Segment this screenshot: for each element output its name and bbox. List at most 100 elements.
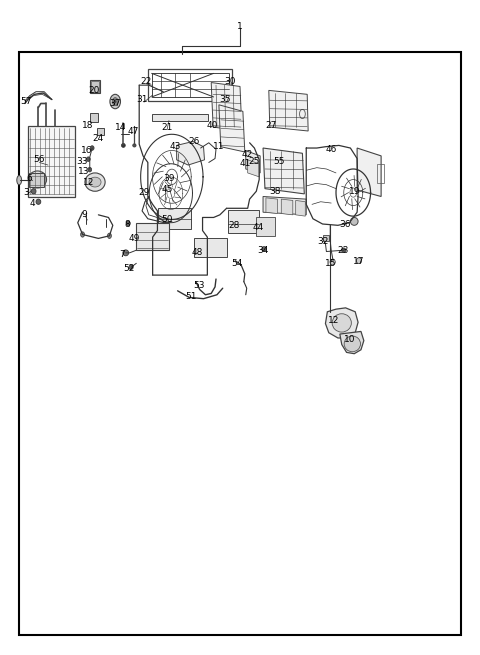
Text: 56: 56 [34, 155, 45, 164]
Ellipse shape [88, 167, 92, 172]
Bar [152, 114, 208, 121]
Text: 1: 1 [237, 22, 243, 31]
Text: 4: 4 [30, 198, 36, 208]
Text: 31: 31 [136, 95, 147, 104]
Bar [152, 73, 229, 97]
Text: 12: 12 [328, 316, 339, 326]
Bar [323, 235, 329, 241]
Ellipse shape [350, 217, 358, 225]
Polygon shape [177, 141, 204, 165]
Bar [194, 238, 227, 257]
Text: 52: 52 [123, 264, 134, 273]
Polygon shape [357, 148, 381, 196]
Text: 37: 37 [109, 99, 121, 108]
Text: 33: 33 [76, 157, 87, 166]
Ellipse shape [344, 336, 360, 352]
Text: 25: 25 [249, 157, 260, 166]
Bar [148, 69, 232, 101]
Text: 38: 38 [269, 187, 280, 196]
Text: 43: 43 [169, 142, 181, 151]
Bar [97, 128, 104, 135]
Text: 24: 24 [93, 134, 104, 143]
Text: 11: 11 [213, 142, 224, 151]
Ellipse shape [81, 232, 84, 237]
Polygon shape [266, 198, 277, 214]
Ellipse shape [112, 98, 118, 105]
Text: 26: 26 [189, 137, 200, 146]
Text: 12: 12 [83, 178, 95, 187]
Text: 23: 23 [337, 246, 349, 255]
Text: 28: 28 [228, 221, 240, 230]
Text: 17: 17 [353, 257, 365, 267]
Text: 14: 14 [115, 122, 127, 132]
Text: 54: 54 [231, 259, 243, 268]
Polygon shape [211, 83, 242, 131]
Text: 45: 45 [161, 185, 173, 195]
Text: 16: 16 [81, 146, 92, 155]
Ellipse shape [17, 176, 22, 185]
Polygon shape [246, 151, 260, 173]
Text: 48: 48 [191, 248, 203, 257]
Text: 21: 21 [161, 122, 173, 132]
Text: 19: 19 [348, 187, 360, 196]
Ellipse shape [123, 250, 129, 255]
Text: 55: 55 [274, 157, 285, 166]
Ellipse shape [85, 173, 105, 191]
Polygon shape [219, 105, 245, 152]
Bar [228, 210, 259, 233]
Text: 40: 40 [206, 121, 218, 130]
Ellipse shape [31, 189, 36, 194]
Text: 20: 20 [88, 86, 99, 95]
Ellipse shape [356, 258, 362, 264]
Bar [90, 113, 98, 122]
Text: 30: 30 [225, 77, 236, 86]
Text: 15: 15 [324, 259, 336, 268]
Ellipse shape [36, 199, 41, 204]
Text: 36: 36 [339, 219, 350, 229]
Bar [19, 52, 461, 635]
Text: 35: 35 [219, 95, 230, 104]
Text: 27: 27 [265, 121, 277, 130]
Text: 29: 29 [138, 188, 150, 197]
Text: 10: 10 [344, 335, 355, 344]
Text: 34: 34 [257, 246, 269, 255]
Bar [90, 80, 100, 93]
Text: 44: 44 [252, 223, 264, 233]
Ellipse shape [28, 171, 47, 188]
Polygon shape [281, 199, 293, 215]
Text: 51: 51 [185, 291, 197, 301]
Bar [29, 173, 44, 187]
Ellipse shape [121, 143, 125, 147]
Ellipse shape [332, 314, 351, 332]
Text: 3: 3 [24, 188, 29, 197]
Ellipse shape [114, 100, 116, 103]
Polygon shape [248, 160, 259, 177]
Text: 9: 9 [81, 210, 87, 219]
Ellipse shape [108, 233, 111, 238]
Text: 18: 18 [82, 121, 93, 130]
Ellipse shape [110, 94, 120, 109]
Ellipse shape [89, 178, 101, 187]
Bar [256, 217, 275, 236]
Text: 22: 22 [141, 77, 152, 86]
Text: 13: 13 [78, 167, 90, 176]
Text: 32: 32 [317, 236, 328, 246]
Text: 41: 41 [239, 159, 251, 168]
Polygon shape [296, 200, 305, 216]
Ellipse shape [86, 157, 90, 162]
Polygon shape [263, 196, 306, 215]
Text: 39: 39 [163, 174, 175, 183]
Ellipse shape [129, 265, 133, 270]
Ellipse shape [330, 259, 335, 265]
Text: 6: 6 [26, 174, 32, 183]
Ellipse shape [262, 246, 266, 252]
Polygon shape [269, 90, 308, 131]
Bar [158, 208, 191, 229]
Ellipse shape [132, 144, 136, 147]
Bar [28, 126, 75, 196]
Polygon shape [263, 148, 304, 194]
Ellipse shape [126, 221, 130, 225]
Text: 53: 53 [193, 281, 205, 290]
Polygon shape [340, 331, 364, 354]
Bar [136, 223, 169, 250]
